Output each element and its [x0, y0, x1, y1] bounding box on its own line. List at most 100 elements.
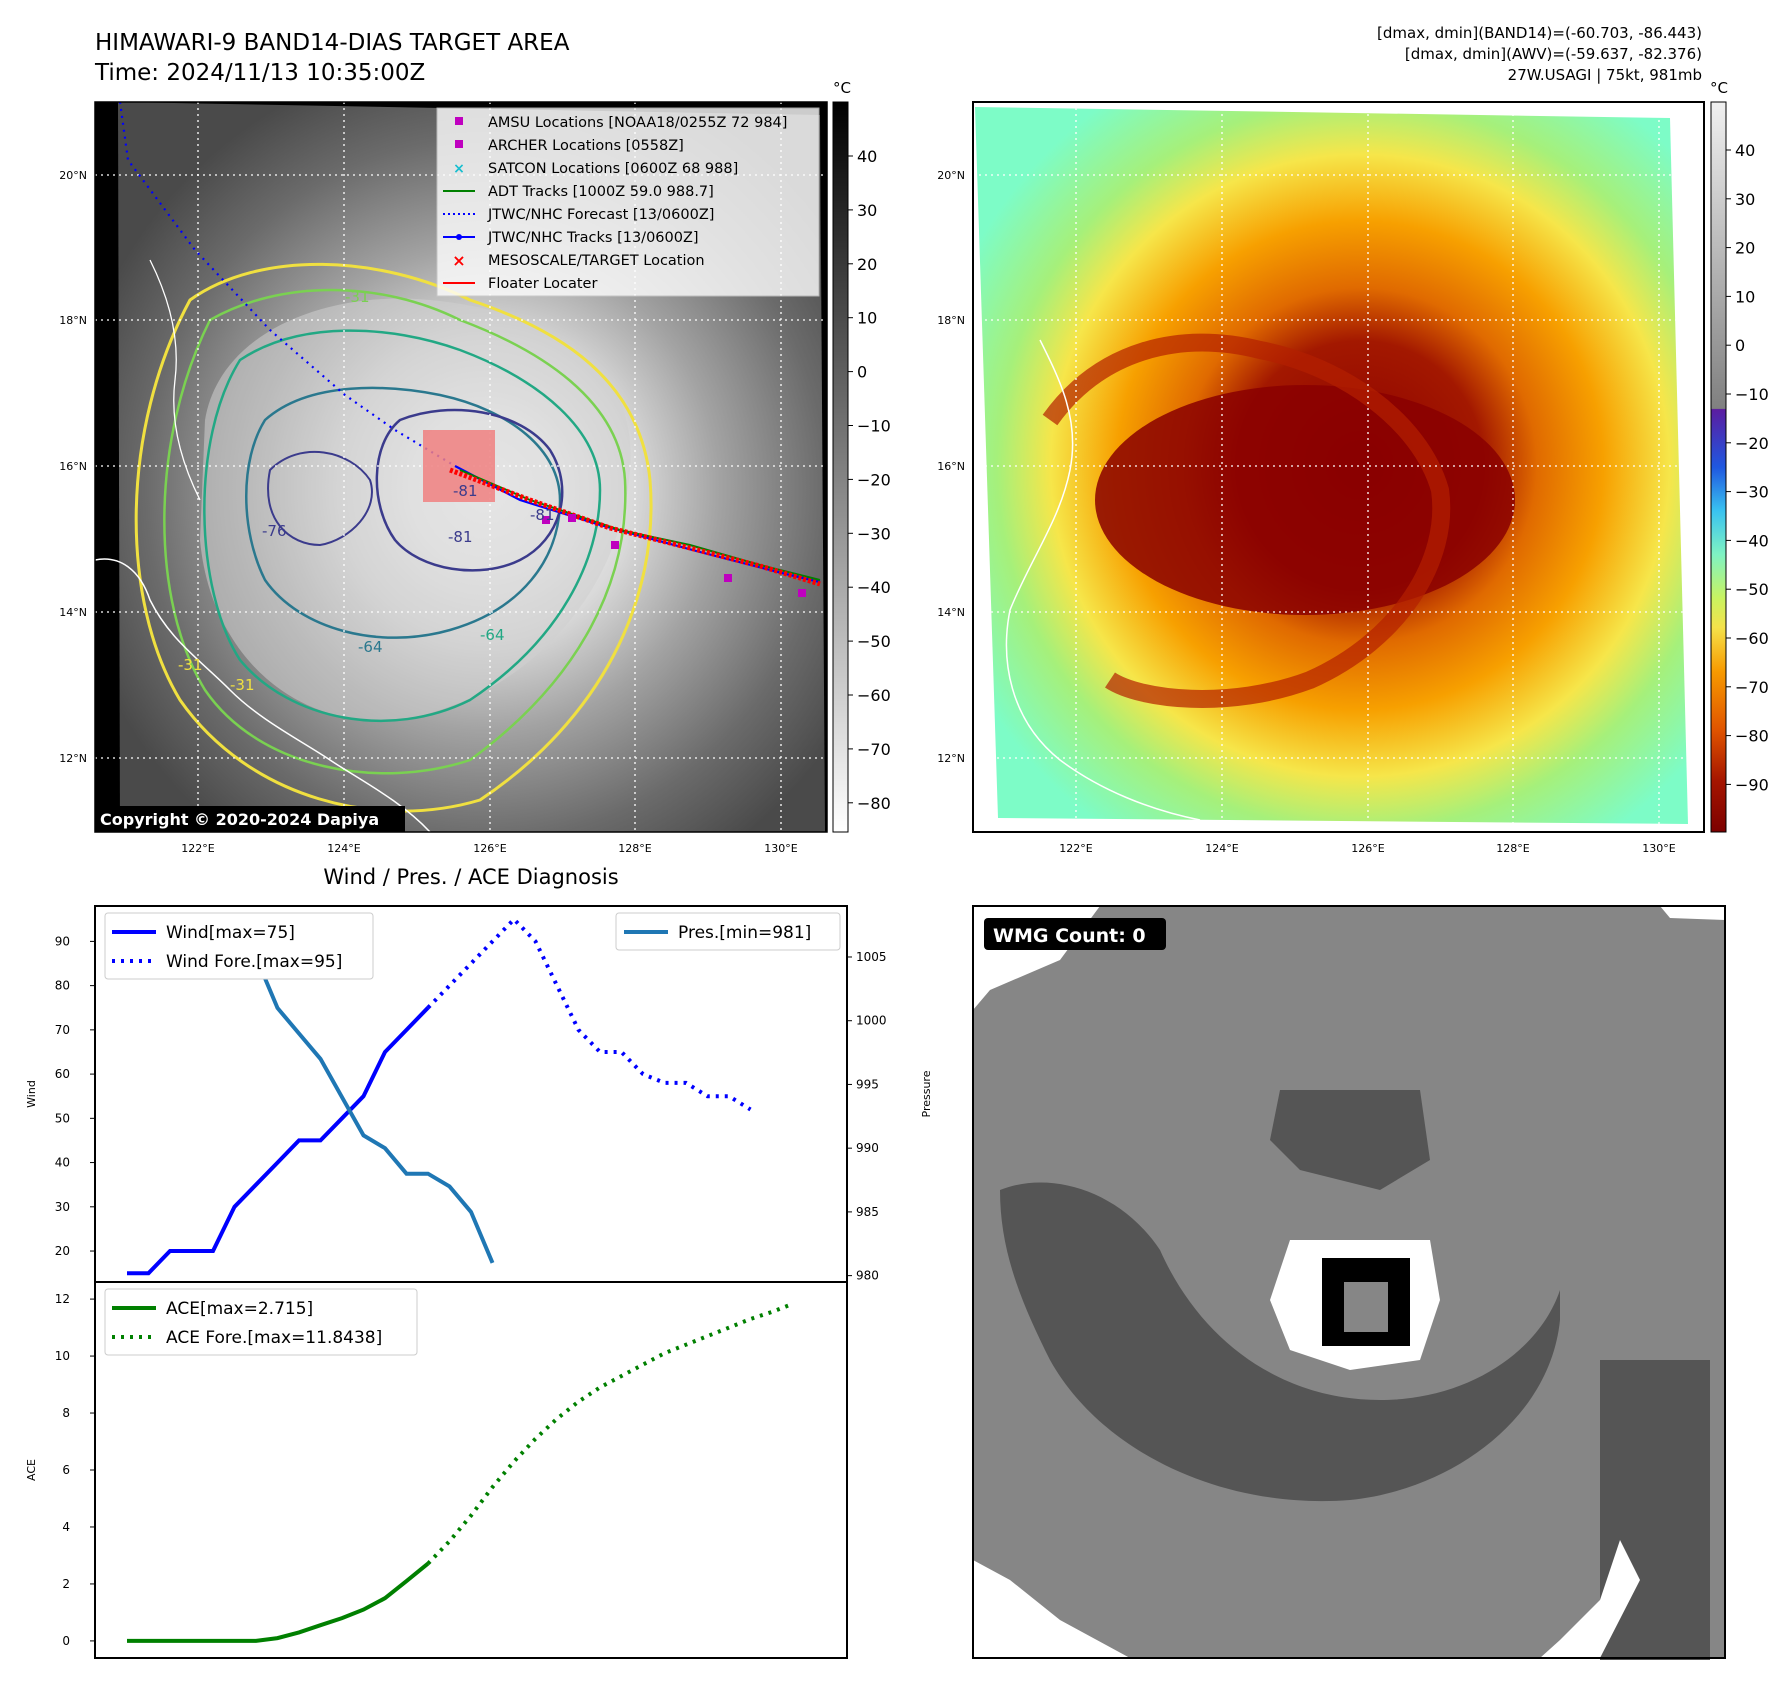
contour-label: -31: [178, 656, 203, 674]
wind-series-line: [127, 1006, 430, 1276]
colorbar-tick-label: −30: [857, 524, 891, 543]
colorbar-tick-label: 20: [857, 255, 877, 274]
storm-cloud-shield: [200, 298, 631, 721]
lat-tick-label: 18°N: [937, 314, 965, 327]
lat-tick-label: 16°N: [59, 460, 87, 473]
colorbar-tick-label: −50: [857, 632, 891, 651]
legend-marker-x: ×: [453, 161, 465, 177]
colorbar-tick-label: −60: [1735, 629, 1769, 648]
colorbar-tick-label: −40: [857, 578, 891, 597]
ace-axis-label: ACE: [25, 1459, 38, 1481]
map-legend: AMSU Locations [NOAA18/0255Z 72 984] ARCH…: [436, 107, 820, 297]
colorbar-tick-label: −90: [1735, 775, 1769, 794]
contour-label: -81: [453, 482, 478, 500]
amsu-markers: [542, 514, 806, 597]
contour-label: -31: [230, 676, 255, 694]
colorbar-tick-label: 0: [1735, 336, 1745, 355]
wind-tick-label: 80: [55, 979, 70, 993]
awv-gridlines: [973, 102, 1704, 832]
lat-tick-label: 14°N: [59, 606, 87, 619]
wmg-white-corner-tr: [1660, 906, 1725, 920]
awv-coastline: [1005, 339, 1201, 821]
lon-tick-label: 122°E: [181, 842, 214, 855]
contour-navy: [375, 408, 564, 572]
pressure-axis-label: Pressure: [920, 1070, 933, 1117]
ace-tick-label: 12: [55, 1292, 70, 1306]
wind-fore-legend-item: Wind Fore.[max=95]: [166, 952, 342, 972]
wind-tick-label: 40: [55, 1156, 70, 1170]
coastline: [95, 558, 431, 832]
colorbar-tick-label: 10: [857, 309, 877, 328]
awv-colorbar-unit: °C: [1710, 79, 1728, 97]
lon-tick-label: 126°E: [1351, 842, 1384, 855]
lon-tick-label: 128°E: [618, 842, 651, 855]
colorbar-tick-label: 30: [857, 201, 877, 220]
legend-item-label: AMSU Locations [NOAA18/0255Z 72 984]: [488, 115, 787, 131]
pres-legend-item: Pres.[min=981]: [678, 923, 811, 943]
awv-lat-labels: 20°N 18°N 16°N 14°N 12°N: [937, 169, 965, 765]
pressure-tick-label: 995: [856, 1077, 879, 1091]
mesoscale-target-markers: [449, 467, 821, 587]
info-line1: [dmax, dmin](BAND14)=(-60.703, -86.443): [1377, 24, 1702, 42]
colorbar-tick-label: −10: [857, 417, 891, 436]
ace-chart: 0 2 4 6 8 10 12 ACE ACE[max=2.715] ACE Fore.[m…: [25, 1281, 848, 1659]
wmg-count-label: WMG Count: 0: [993, 925, 1146, 947]
ir-lon-labels: 122°E 124°E 126°E 128°E 130°E: [181, 842, 797, 855]
lon-tick-label: 130°E: [764, 842, 797, 855]
wind-pressure-chart: 20 30 40 50 60 70 80 90 980 985 990 995 1000 1005 Wi…: [25, 905, 933, 1283]
colorbar-tick-label: −20: [1735, 434, 1769, 453]
lon-tick-label: 124°E: [327, 842, 360, 855]
figure-title-line1: HIMAWARI-9 BAND14-DIAS TARGET AREA: [95, 30, 570, 56]
wind-tick-label: 30: [55, 1200, 70, 1214]
info-line3: 27W.USAGI | 75kt, 981mb: [1508, 66, 1702, 84]
wind-tick-label: 90: [55, 934, 70, 948]
colorbar-tick-label: 10: [1735, 287, 1755, 306]
diagnosis-title: Wind / Pres. / ACE Diagnosis: [323, 865, 618, 889]
colorbar-tick-label: −40: [1735, 531, 1769, 550]
legend-item-label: JTWC/NHC Tracks [13/0600Z]: [487, 230, 699, 246]
ace-legend-item: ACE[max=2.715]: [166, 1299, 313, 1319]
wmg-panel: WMG Count: 0: [972, 905, 1726, 1660]
contour-label: -64: [480, 626, 505, 644]
colorbar-tick-label: −50: [1735, 580, 1769, 599]
wmg-white-corner-bl: [973, 1560, 1130, 1658]
floater-box: [423, 430, 495, 502]
lon-tick-label: 124°E: [1205, 842, 1238, 855]
legend-item-label: SATCON Locations [0600Z 68 988]: [488, 161, 738, 177]
wind-tick-label: 20: [55, 1244, 70, 1258]
legend-marker-dot: [456, 234, 462, 240]
copyright: Copyright © 2020-2024 Dapiya: [100, 810, 379, 829]
wind-tick-label: 60: [55, 1067, 70, 1081]
contour-label: -31: [345, 288, 370, 306]
pressure-tick-label: 990: [856, 1141, 879, 1155]
awv-lon-labels: 122°E 124°E 126°E 128°E 130°E: [1059, 842, 1675, 855]
legend-marker-x: ×: [452, 251, 465, 270]
colorbar-tick-label: −80: [1735, 727, 1769, 746]
lon-tick-label: 122°E: [1059, 842, 1092, 855]
colorbar-tick-label: 30: [1735, 190, 1755, 209]
wmg-dark-band: [1000, 1182, 1560, 1502]
legend-marker-square: [455, 140, 463, 148]
lon-tick-label: 128°E: [1496, 842, 1529, 855]
legend-marker-square: [455, 117, 463, 125]
legend-item-label: JTWC/NHC Forecast [13/0600Z]: [487, 207, 714, 223]
ace-fore-legend-item: ACE Fore.[max=11.8438]: [166, 1328, 382, 1348]
info-line2: [dmax, dmin](AWV)=(-59.637, -82.376): [1405, 45, 1702, 63]
awv-spiral-band: [1042, 333, 1451, 708]
wind-legend-item: Wind[max=75]: [166, 923, 295, 943]
wind-tick-label: 50: [55, 1111, 70, 1125]
colorbar-tick-label: −70: [857, 740, 891, 759]
awv-colorbar: °C 40 30 20 10 0 −10 −20 −30 −40 −50 −60 −70 −80 −90: [1710, 79, 1769, 833]
pressure-tick-label: 1005: [856, 950, 887, 964]
contour-navy-2: [267, 450, 373, 547]
pressure-tick-label: 980: [856, 1269, 879, 1283]
colorbar-tick-label: 40: [857, 147, 877, 166]
wmg-dark-upper: [1270, 1090, 1430, 1190]
pres-legend: Pres.[min=981]: [615, 912, 841, 951]
awv-map-panel: [972, 101, 1705, 833]
wind-legend: Wind[max=75] Wind Fore.[max=95]: [104, 912, 374, 980]
ir-colorbar: °C 40 30 20 10 0 −10 −20 −30 −40 −50 −60 −70 −80: [832, 79, 891, 833]
colorbar-tick-label: −30: [1735, 483, 1769, 502]
lon-tick-label: 126°E: [473, 842, 506, 855]
